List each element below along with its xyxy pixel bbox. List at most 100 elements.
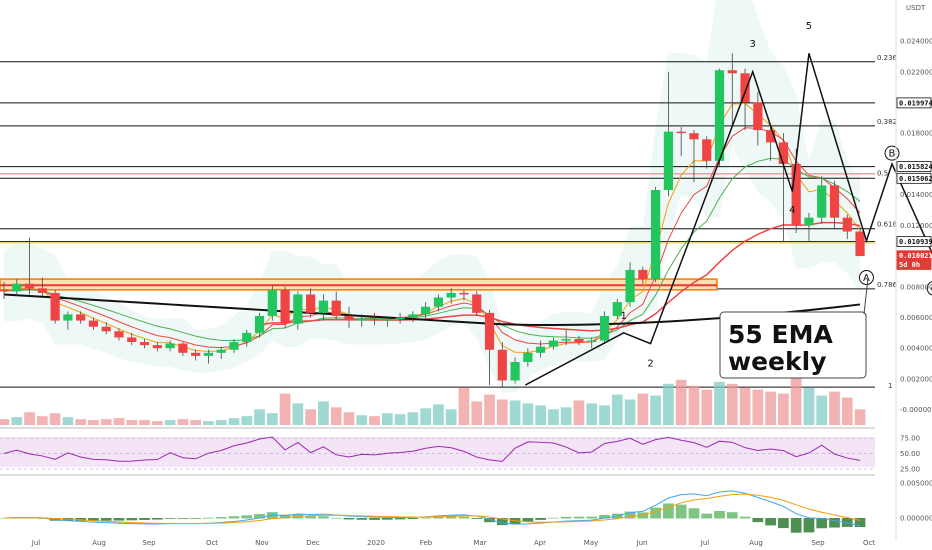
volume-bar: [599, 405, 610, 425]
wave-label: 4: [789, 205, 795, 216]
volume-bar: [279, 393, 291, 425]
macd-histogram-bar: [650, 507, 661, 519]
candle-body: [331, 300, 341, 316]
fib-label: 0.236: [877, 54, 898, 62]
cloud-area: [4, 0, 861, 393]
x-tick-label: Sep: [811, 539, 825, 547]
volume-bar: [24, 412, 35, 425]
macd-histogram-bar: [305, 515, 317, 519]
ichimoku-cloud: [4, 0, 861, 393]
macd-histogram-bar: [739, 516, 751, 519]
volume-bar: [586, 403, 598, 425]
macd-histogram-bar: [343, 518, 355, 520]
y-tick-label: 0.024000: [900, 38, 932, 46]
volume-bar: [675, 379, 687, 425]
candle-body: [203, 352, 214, 356]
candle-body: [574, 338, 584, 343]
volume-bar: [318, 401, 329, 425]
price-tag-box: [896, 161, 932, 173]
y-tick-label: 0.018000: [900, 130, 932, 138]
macd-histogram-bar: [139, 518, 150, 520]
macd-histogram-bar: [190, 518, 202, 519]
volume-bar: [100, 419, 112, 425]
volume-bar: [11, 417, 23, 425]
macd-histogram-bar: [241, 515, 253, 519]
price-tag-box: [896, 236, 932, 248]
macd-histogram-bar: [318, 516, 329, 519]
volume-bar: [663, 383, 674, 425]
volume-bar: [381, 413, 393, 425]
candle-body: [651, 190, 661, 280]
candle-body: [229, 342, 239, 350]
volume-bar: [266, 413, 278, 425]
volume-bar: [330, 407, 342, 425]
rsi-line: [3, 436, 861, 462]
volume-bar: [535, 405, 546, 425]
macd-histogram-bar: [407, 518, 419, 519]
x-tick-label: Aug: [92, 539, 106, 547]
wave-label-circle: [926, 281, 932, 296]
macd-histogram-bar: [164, 518, 176, 519]
candle-body: [63, 314, 73, 321]
volume-bar: [496, 399, 508, 425]
candle-body: [101, 326, 111, 332]
ema-annotation: 55 EMA weekly: [719, 277, 869, 379]
candle-body: [663, 131, 674, 191]
macd-histogram-bar: [675, 504, 687, 519]
rsi-tick-label: 75.00: [900, 435, 920, 443]
fib-label: 0.618: [877, 221, 897, 229]
candle-body: [395, 317, 405, 320]
x-tick-label: Mar: [473, 539, 486, 547]
candle-body: [446, 292, 456, 298]
volume-bar: [829, 391, 840, 425]
volume-bar: [637, 393, 649, 425]
macd-histogram-bar: [471, 518, 483, 519]
rsi-tick-label: 50.00: [900, 450, 920, 458]
candle-body: [714, 70, 725, 161]
macd-histogram-bar: [688, 508, 700, 519]
macd-histogram-bar: [254, 514, 265, 519]
annotation-line-2: weekly: [728, 347, 827, 376]
price-tag-label: 0.015062: [899, 175, 932, 183]
candle-body: [561, 338, 571, 341]
candle-body: [216, 349, 226, 353]
candlesticks[interactable]: [0, 53, 865, 387]
volume-bar: [343, 412, 355, 425]
wave-path: [524, 53, 932, 386]
candle-body: [306, 294, 316, 313]
rsi-tick-label: 25.00: [900, 465, 920, 473]
y-tick-label: 0.014000: [900, 191, 932, 199]
candle-body: [753, 102, 763, 131]
y-tick-label: 0.006000: [900, 314, 932, 322]
volume-bar: [215, 420, 227, 425]
volume-bar: [778, 393, 789, 425]
wave-label-circle: [858, 270, 874, 286]
macd-histogram-bar: [484, 518, 495, 523]
candle-body: [791, 163, 801, 226]
candle-body: [587, 340, 597, 343]
volume-bar: [190, 420, 202, 425]
macd-histogram-bar: [714, 510, 725, 519]
volume-bar: [203, 421, 214, 425]
candle-body: [842, 217, 852, 232]
y-tick-label: 0.012000: [900, 222, 932, 230]
macd-histogram-bar: [624, 511, 636, 519]
volume-bar: [854, 409, 866, 425]
candle-body: [497, 349, 507, 381]
candle-body: [280, 289, 290, 324]
volume-bar: [420, 408, 432, 425]
support-zone: [0, 278, 718, 291]
candle-body: [293, 294, 303, 324]
macd-tick-label: 0.000000: [900, 515, 932, 523]
macd-histogram-bar: [381, 518, 393, 520]
macd-histogram-bar: [778, 518, 789, 529]
macd-histogram-bar: [803, 518, 815, 533]
x-tick-label: Dec: [306, 539, 320, 547]
volume-bar: [139, 420, 150, 425]
macd-histogram-bar: [445, 516, 457, 519]
macd-histogram-bar: [228, 516, 240, 519]
volume-bar: [548, 409, 559, 425]
fib-label: 0.382: [877, 118, 897, 126]
annotation-pointer: [863, 277, 869, 315]
